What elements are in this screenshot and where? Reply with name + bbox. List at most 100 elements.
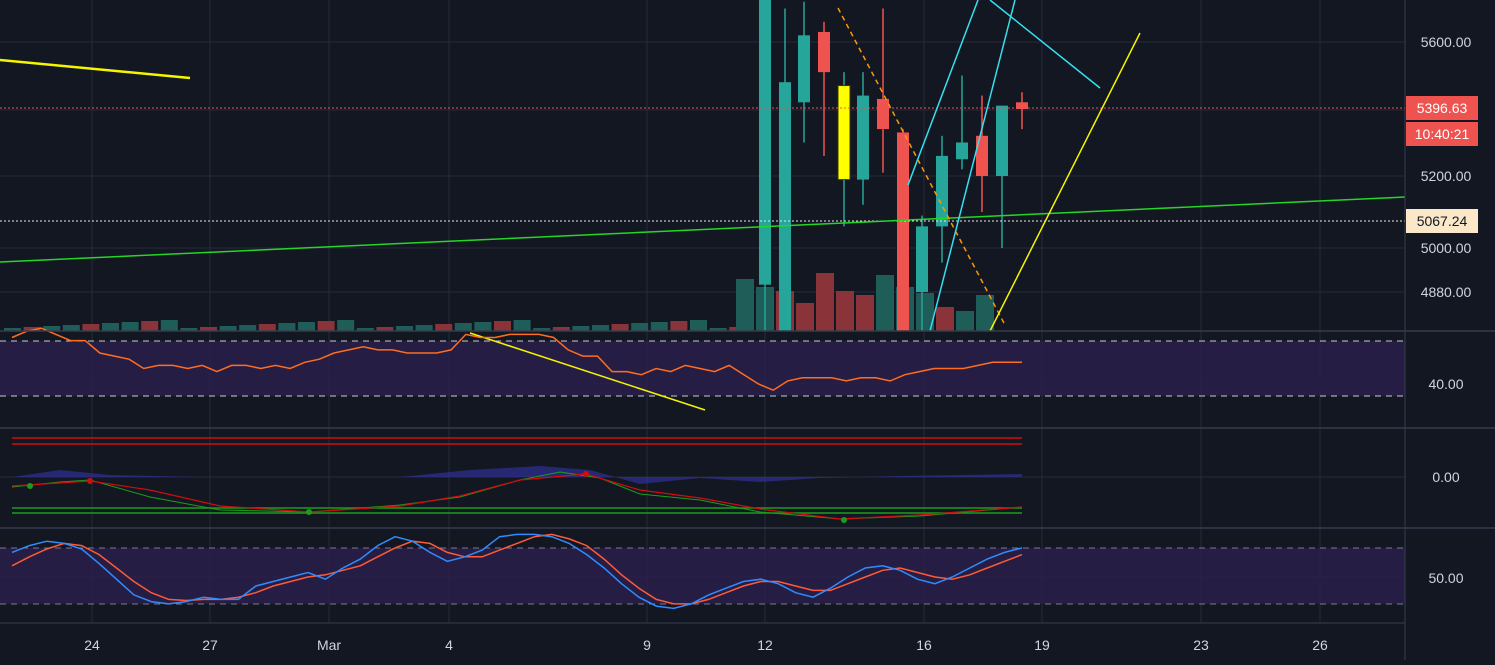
volume-bar [435, 324, 453, 331]
volume-bar [239, 325, 257, 331]
time-tick-label: 16 [916, 637, 932, 653]
time-axis[interactable]: 24 27 Mar 4 9 12 16 19 23 26 [0, 622, 1405, 653]
volume-bar [816, 273, 834, 331]
volume-bar [474, 322, 492, 331]
trend-line[interactable] [989, 32, 1141, 332]
volume-bar [936, 307, 954, 331]
trend-line[interactable] [929, 0, 1016, 332]
trend-line[interactable] [0, 196, 1406, 263]
volume-bar [513, 320, 531, 331]
volume-bar [533, 328, 551, 331]
stochastic-band [0, 548, 1405, 604]
volume-bar [670, 321, 688, 331]
candle[interactable] [837, 85, 851, 181]
candle[interactable] [996, 105, 1008, 176]
volume-bar [454, 323, 472, 331]
trend-line[interactable] [989, 0, 1101, 89]
volume-bar [592, 325, 609, 331]
volume-bar [976, 295, 994, 331]
price-marker-badge [1406, 209, 1478, 233]
time-tick-label: 23 [1193, 637, 1209, 653]
volume-bar [62, 325, 80, 331]
volume-bar [396, 326, 413, 331]
candle[interactable] [818, 31, 830, 73]
drawing-tools[interactable] [0, 0, 1406, 411]
volume-bar [23, 327, 41, 331]
candle[interactable] [976, 135, 988, 176]
volume-bar [200, 327, 217, 331]
candle[interactable] [877, 98, 889, 130]
time-tick-label: 12 [757, 637, 773, 653]
price-axis[interactable]: 5600.00 5200.00 5000.00 4880.00 5396.63 … [1404, 0, 1478, 660]
volume-bar [337, 320, 355, 331]
volume-bar [376, 327, 394, 331]
volume-bar [956, 311, 974, 331]
rsi-line [11, 327, 1022, 392]
time-tick-label: 19 [1034, 637, 1050, 653]
candle[interactable] [759, 0, 771, 285]
volume-bar [278, 323, 296, 331]
volume-bar [836, 291, 854, 331]
last-price-badge [1406, 96, 1478, 120]
volume-bar [317, 321, 335, 331]
volume-bar [631, 323, 649, 331]
trend-line[interactable] [0, 58, 191, 80]
volume-bar [121, 322, 139, 331]
crossover-dot [27, 483, 33, 489]
volume-bar [43, 326, 61, 331]
time-tick-label: 27 [202, 637, 218, 653]
price-marker-label: 5067.24 [1417, 213, 1468, 229]
countdown-badge [1406, 122, 1478, 146]
volume-bar [494, 321, 511, 331]
volume-bar [876, 275, 894, 331]
volume-bar [356, 328, 374, 331]
volume-bar [611, 324, 629, 331]
volume-bar [298, 322, 315, 331]
pane-separators[interactable] [0, 330, 1495, 529]
volume-bar [916, 293, 934, 331]
rsi-tick-label: 40.00 [1428, 376, 1463, 392]
oscillator-histogram [12, 466, 1022, 484]
volume-bar [180, 328, 198, 331]
volume-bar [4, 328, 21, 331]
candle[interactable] [897, 132, 909, 331]
trend-line[interactable] [907, 0, 979, 186]
candle[interactable] [857, 95, 869, 180]
volume-bar [796, 303, 814, 331]
indicator-lines [11, 327, 1023, 610]
time-tick-label: Mar [317, 637, 341, 653]
price-tick-label: 5000.00 [1421, 240, 1472, 256]
candle[interactable] [916, 226, 928, 292]
time-tick-label: 24 [84, 637, 100, 653]
candle[interactable] [956, 142, 968, 160]
volume-bar [572, 326, 590, 331]
trend-line[interactable] [837, 7, 1006, 326]
candle[interactable] [936, 155, 948, 227]
price-tick-label: 5600.00 [1421, 34, 1472, 50]
candle[interactable] [779, 82, 791, 331]
candles[interactable] [759, 0, 1028, 331]
indicator-bands [0, 340, 1405, 605]
candle[interactable] [1016, 102, 1028, 109]
price-tick-label: 4880.00 [1421, 284, 1472, 300]
volume-bar [219, 326, 237, 331]
candle[interactable] [798, 35, 810, 103]
time-tick-label: 9 [643, 637, 651, 653]
oscillator-tick-label: 0.00 [1432, 469, 1459, 485]
crossover-dot [87, 478, 93, 484]
volume-bar [82, 324, 100, 331]
crossover-dot [583, 471, 589, 477]
stochastic-d-line [11, 533, 1023, 605]
trend-line[interactable] [469, 332, 706, 411]
countdown-label: 10:40:21 [1415, 126, 1470, 142]
volume-bar [690, 320, 707, 331]
price-tick-label: 5200.00 [1421, 168, 1472, 184]
crossover-dot [306, 509, 312, 515]
volume-bar [160, 320, 178, 331]
volume-bar [709, 328, 727, 331]
volume-bar [258, 324, 276, 331]
volume-bar [650, 322, 668, 331]
volume-bar [102, 323, 119, 331]
